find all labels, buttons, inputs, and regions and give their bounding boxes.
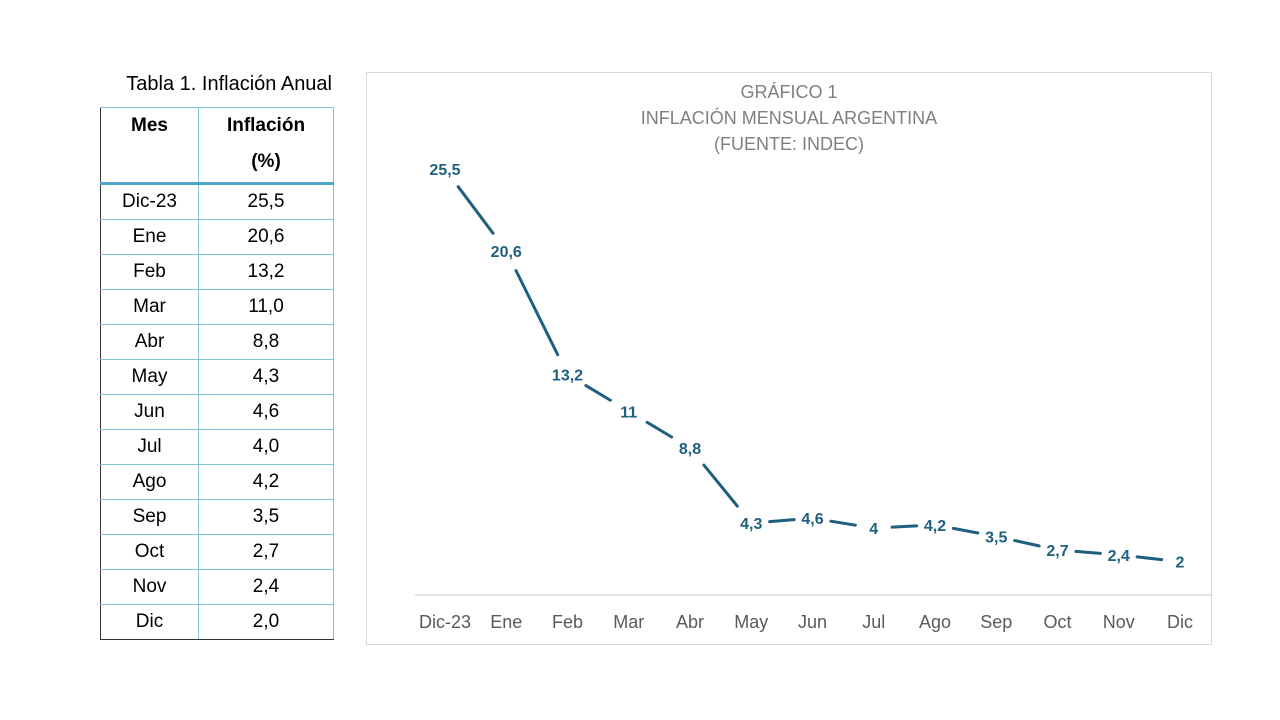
chart-container: GRÁFICO 1 INFLACIÓN MENSUAL ARGENTINA (F… xyxy=(366,72,1212,645)
table-row: May 4,3 xyxy=(100,359,334,395)
header-inflation: Inflación (%) xyxy=(198,107,334,185)
data-label: 11 xyxy=(620,404,637,421)
cell-inflation: 20,6 xyxy=(198,219,334,255)
cell-month: Abr xyxy=(100,324,199,360)
x-tick-label: Jul xyxy=(862,612,885,632)
table-header-row: Mes Inflación (%) xyxy=(100,107,334,185)
cell-inflation: 4,2 xyxy=(198,464,334,500)
series-line-segment xyxy=(514,269,560,357)
x-tick-label: Oct xyxy=(1043,612,1071,632)
table-row: Dic-23 25,5 xyxy=(100,183,334,220)
data-label: 4,2 xyxy=(924,518,946,535)
cell-inflation: 2,0 xyxy=(198,604,334,640)
x-tick-label: Ago xyxy=(919,612,951,632)
table-row: Abr 8,8 xyxy=(100,324,334,360)
cell-inflation: 13,2 xyxy=(198,254,334,290)
cell-inflation: 11,0 xyxy=(198,289,334,325)
cell-inflation: 2,7 xyxy=(198,534,334,570)
cell-month: Dic xyxy=(100,604,199,640)
series-line-segment xyxy=(584,384,612,402)
table-row: Sep 3,5 xyxy=(100,499,334,535)
data-label: 4,3 xyxy=(740,516,762,533)
table-body: Dic-23 25,5 Ene 20,6 Feb 13,2 Mar 11,0 Abr 8,8 May… xyxy=(100,183,334,640)
table-row: Jul 4,0 xyxy=(100,429,334,465)
cell-month: May xyxy=(100,359,199,395)
series-line-segment xyxy=(702,463,739,508)
chart-title-line3: (FUENTE: INDEC) xyxy=(714,134,864,154)
chart-title-line2: INFLACIÓN MENSUAL ARGENTINA xyxy=(640,108,938,128)
data-label: 20,6 xyxy=(491,244,522,261)
table-row: Nov 2,4 xyxy=(100,569,334,605)
x-tick-label: Abr xyxy=(676,612,704,632)
x-tick-label: Sep xyxy=(980,612,1012,632)
table-caption: Tabla 1. Inflación Anual xyxy=(126,73,332,95)
header-inflation-line2: (%) xyxy=(251,151,281,172)
cell-month: Jul xyxy=(100,429,199,465)
header-month: Mes xyxy=(100,107,199,185)
cell-month: Dic-23 xyxy=(100,183,199,220)
inflation-table: Mes Inflación (%) Dic-23 25,5 Ene 20,6 Feb 13… xyxy=(100,107,334,640)
cell-inflation: 4,3 xyxy=(198,359,334,395)
cell-inflation: 4,0 xyxy=(198,429,334,465)
cell-month: Ene xyxy=(100,219,199,255)
cell-month: Sep xyxy=(100,499,199,535)
series-line-segment xyxy=(1074,549,1102,555)
cell-month: Ago xyxy=(100,464,199,500)
series-line-segment xyxy=(1135,555,1164,562)
data-label: 3,5 xyxy=(985,530,1007,547)
x-tick-label: Feb xyxy=(552,612,583,632)
cell-inflation: 2,4 xyxy=(198,569,334,605)
x-tick-label: Dic xyxy=(1167,612,1193,632)
table-row: Jun 4,6 xyxy=(100,394,334,430)
x-tick-label: May xyxy=(734,612,768,632)
header-inflation-line1: Inflación xyxy=(226,115,306,136)
series-line-segment xyxy=(951,526,980,535)
data-label: 4,6 xyxy=(801,511,823,528)
series-line-segment xyxy=(768,518,796,524)
data-label: 2 xyxy=(1176,555,1185,572)
data-label: 2,7 xyxy=(1046,543,1068,560)
series-line-segment xyxy=(456,185,495,235)
data-label: 25,5 xyxy=(429,162,460,179)
cell-month: Oct xyxy=(100,534,199,570)
chart-title-line1: GRÁFICO 1 xyxy=(740,82,838,102)
cell-month: Jun xyxy=(100,394,199,430)
data-label: 13,2 xyxy=(552,368,583,385)
series-line-segment xyxy=(890,524,919,529)
cell-month: Mar xyxy=(100,289,199,325)
table-row: Oct 2,7 xyxy=(100,534,334,570)
data-label: 2,4 xyxy=(1108,548,1130,565)
line-chart: Dic-23 Ene Feb Mar Abr May Jun Jul Ago Sep Oct Nov D… xyxy=(415,162,1211,632)
cell-inflation: 25,5 xyxy=(198,183,334,220)
table-row: Feb 13,2 xyxy=(100,254,334,290)
data-label: 4 xyxy=(869,521,878,538)
cell-inflation: 4,6 xyxy=(198,394,334,430)
table-row: Dic 2,0 xyxy=(100,604,334,640)
table-row: Mar 11,0 xyxy=(100,289,334,325)
cell-inflation: 8,8 xyxy=(198,324,334,360)
table-row: Ago 4,2 xyxy=(100,464,334,500)
x-tick-label: Mar xyxy=(613,612,644,632)
table-row: Ene 20,6 xyxy=(100,219,334,255)
x-tick-label: Jun xyxy=(798,612,827,632)
series-line-segment xyxy=(829,519,857,527)
series-line-segment xyxy=(1013,539,1041,548)
x-tick-label: Dic-23 xyxy=(419,612,471,632)
x-tick-label: Ene xyxy=(490,612,522,632)
cell-inflation: 3,5 xyxy=(198,499,334,535)
series-line-segment xyxy=(645,420,674,439)
x-tick-label: Nov xyxy=(1103,612,1135,632)
cell-month: Nov xyxy=(100,569,199,605)
data-label: 8,8 xyxy=(679,441,701,458)
cell-month: Feb xyxy=(100,254,199,290)
